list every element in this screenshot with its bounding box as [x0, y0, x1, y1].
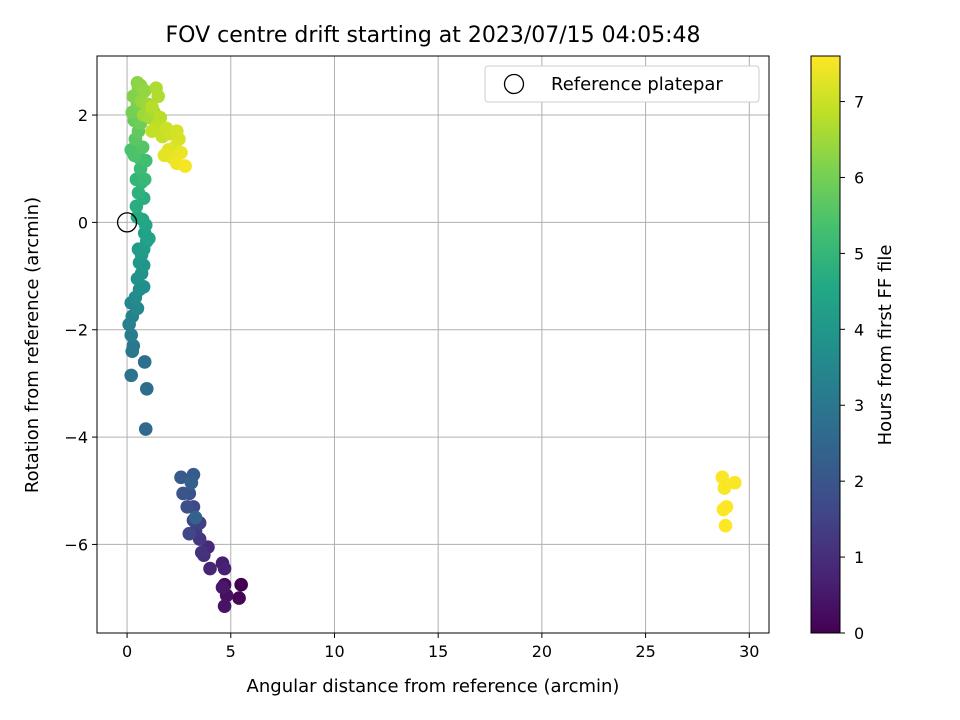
x-tick-label: 15	[428, 642, 448, 661]
data-point	[188, 510, 203, 525]
colorbar-tick-label: 3	[854, 396, 864, 415]
data-points	[122, 76, 742, 613]
data-point	[139, 381, 154, 396]
x-axis-ticks: 0 5 10 15 20 25 30	[122, 633, 759, 661]
colorbar-ticks: 0 1 2 3 4 5 6 7	[840, 93, 864, 643]
y-tick-label: −2	[64, 321, 88, 340]
data-point	[124, 328, 139, 342]
colorbar-tick-label: 6	[854, 168, 864, 187]
colorbar-tick-label: 2	[854, 472, 864, 491]
legend: Reference platepar	[484, 65, 760, 103]
data-point	[194, 545, 209, 560]
data-point	[138, 422, 153, 436]
x-axis-label: Angular distance from reference (arcmin)	[247, 676, 620, 697]
colorbar-tick-label: 1	[854, 548, 864, 567]
colorbar-frame	[810, 55, 841, 634]
reference-platepar-marker	[116, 212, 138, 233]
data-point	[145, 100, 159, 114]
data-point	[717, 481, 732, 495]
data-point	[176, 486, 190, 501]
x-tick-label: 30	[739, 642, 759, 661]
x-tick-label: 5	[226, 642, 236, 661]
y-axis-ticks: −6 −4 −2 0 2	[64, 106, 97, 554]
y-tick-label: 0	[78, 213, 88, 232]
legend-box	[484, 65, 760, 103]
data-point	[716, 502, 731, 517]
y-tick-label: −6	[64, 535, 88, 554]
data-point	[178, 159, 192, 173]
data-point	[217, 561, 232, 576]
legend-reference-label: Reference platepar	[551, 74, 723, 95]
x-tick-label: 25	[635, 642, 655, 661]
data-point	[151, 89, 165, 104]
data-point	[215, 580, 230, 595]
data-point	[145, 124, 159, 138]
data-point	[137, 172, 152, 187]
data-point	[718, 518, 733, 533]
colorbar-tick-label: 5	[854, 244, 864, 263]
data-point	[180, 500, 195, 514]
data-point	[142, 231, 156, 246]
colorbar-label: Hours from first FF file	[875, 245, 896, 446]
data-point	[131, 186, 146, 200]
data-point	[124, 368, 139, 383]
chart-title: FOV centre drift starting at 2023/07/15 …	[166, 23, 701, 48]
data-point	[182, 526, 197, 541]
reference-marker-layer	[116, 212, 138, 233]
data-point	[727, 475, 742, 490]
data-point	[130, 301, 145, 316]
data-point	[184, 475, 199, 490]
data-point	[136, 258, 151, 273]
legend-reference-marker	[503, 73, 525, 95]
y-tick-label: 2	[78, 106, 88, 125]
colorbar-tick-label: 4	[854, 320, 864, 339]
data-point	[203, 561, 217, 576]
plot-frame	[96, 55, 770, 634]
colorbar-gradient	[811, 56, 840, 633]
data-point	[217, 599, 232, 613]
data-point	[174, 470, 188, 485]
x-tick-label: 20	[532, 642, 552, 661]
data-point	[130, 210, 145, 224]
data-point	[232, 591, 246, 605]
colorbar-tick-label: 0	[854, 624, 864, 643]
x-tick-label: 10	[324, 642, 344, 661]
colorbar-tick-label: 7	[854, 93, 864, 112]
colorbar: 0 1 2 3 4 5 6 7 Hours from first FF file	[810, 55, 896, 643]
data-point	[174, 145, 188, 160]
data-point	[715, 470, 730, 485]
y-tick-label: −4	[64, 428, 88, 447]
data-point	[137, 355, 152, 369]
y-axis-label: Rotation from reference (arcmin)	[22, 197, 43, 493]
x-tick-label: 0	[122, 642, 132, 661]
data-point	[137, 84, 152, 98]
data-point	[234, 577, 248, 592]
data-point	[126, 339, 141, 353]
